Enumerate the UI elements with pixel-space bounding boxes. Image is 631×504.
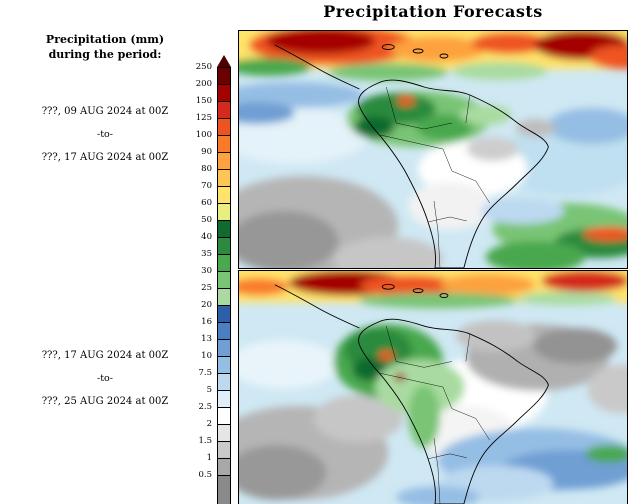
colorbar-tick-label: 7.5: [198, 368, 212, 378]
figure-title: Precipitation Forecasts: [323, 2, 543, 21]
forecast-map-week1-graphic: [239, 31, 627, 268]
period-1-end-text: ???, 17 AUG 2024 at 00Z: [41, 152, 169, 163]
colorbar-tick-label: 40: [201, 232, 212, 242]
legend-heading: Precipitation (mm) during the period:: [10, 32, 200, 62]
colorbar-segment: [217, 458, 231, 475]
period-1-to-text: -to-: [97, 129, 113, 140]
colorbar-segment: [217, 390, 231, 407]
colorbar-segment: [217, 339, 231, 356]
colorbar-segment: [217, 186, 231, 203]
colorbar-segment: [217, 271, 231, 288]
country-borders: [380, 325, 490, 504]
colorbar-segment: [217, 424, 231, 441]
colorbar-segment: [217, 407, 231, 424]
colorbar-tick-label: 60: [201, 198, 212, 208]
colorbar-segment: [217, 135, 231, 152]
colorbar-top-arrow: [217, 55, 231, 67]
colorbar-tick-label: 13: [201, 334, 212, 344]
colorbar-tick-label: 2.5: [198, 402, 212, 412]
colorbar-tick-label: 2: [206, 419, 212, 429]
colorbar-segment: [217, 441, 231, 458]
colorbar-bottom-segment: [217, 475, 231, 504]
period-2-label: ???, 17 AUG 2024 at 00Z -to- ???, 25 AUG…: [10, 350, 200, 419]
colorbar-segment: [217, 288, 231, 305]
colorbar-tick-label: 25: [201, 283, 212, 293]
forecast-map-week2: [238, 270, 628, 504]
colorbar-segment: [217, 169, 231, 186]
colorbar-tick-label: 5: [206, 385, 212, 395]
colorbar-tick-label: 35: [201, 249, 212, 259]
colorbar-tick-label: 80: [201, 164, 212, 174]
colorbar-tick-label: 90: [201, 147, 212, 157]
colorbar-segment: [217, 356, 231, 373]
period-1-label: ???, 09 AUG 2024 at 00Z -to- ???, 17 AUG…: [10, 106, 200, 175]
colorbar-tick-label: 250: [195, 62, 212, 72]
colorbar-segment: [217, 322, 231, 339]
colorbar-tick-label: 20: [201, 300, 212, 310]
colorbar-labels: 250 200 150 125 100 90 80 70 60 50 40 35 30 25 20 16 13 1…: [184, 55, 212, 504]
colorbar-segment: [217, 373, 231, 390]
colorbar-segment: [217, 118, 231, 135]
colorbar-segment: [217, 84, 231, 101]
colorbar-segment: [217, 254, 231, 271]
colorbar-tick-label: 16: [201, 317, 212, 327]
colorbar-tick-label: 1: [206, 453, 212, 463]
period-2-start-text: ???, 17 AUG 2024 at 00Z: [41, 350, 169, 361]
colorbar-segment: [217, 67, 231, 84]
legend-heading-line1: Precipitation (mm): [45, 33, 165, 46]
colorbar-segment: [217, 237, 231, 254]
colorbar-tick-label: 30: [201, 266, 212, 276]
colorbar-segment: [217, 220, 231, 237]
colorbar-tick-label: 150: [195, 96, 212, 106]
country-borders: [380, 86, 490, 268]
colorbar-tick-label: 100: [195, 130, 212, 140]
forecast-map-week1: [238, 30, 628, 269]
colorbar-tick-label: 10: [201, 351, 212, 361]
colorbar-tick-label: 1.5: [198, 436, 212, 446]
colorbar-tick-label: 70: [201, 181, 212, 191]
colorbar-segment: [217, 101, 231, 118]
colorbar-tick-label: 200: [195, 79, 212, 89]
colorbar-bar: [217, 55, 231, 504]
colorbar-tick-label: 50: [201, 215, 212, 225]
colorbar: 250 200 150 125 100 90 80 70 60 50 40 35 30 25 20 16 13 1…: [184, 55, 232, 504]
colorbar-tick-label: 0.5: [198, 470, 212, 480]
colorbar-segment: [217, 305, 231, 322]
legend-heading-line2: during the period:: [48, 48, 162, 61]
forecast-map-week2-graphic: [239, 271, 627, 504]
colorbar-tick-label: 125: [195, 113, 212, 123]
period-2-end-text: ???, 25 AUG 2024 at 00Z: [41, 396, 169, 407]
period-2-to-text: -to-: [97, 373, 113, 384]
colorbar-segment: [217, 203, 231, 220]
colorbar-segment: [217, 152, 231, 169]
period-1-start-text: ???, 09 AUG 2024 at 00Z: [41, 106, 169, 117]
